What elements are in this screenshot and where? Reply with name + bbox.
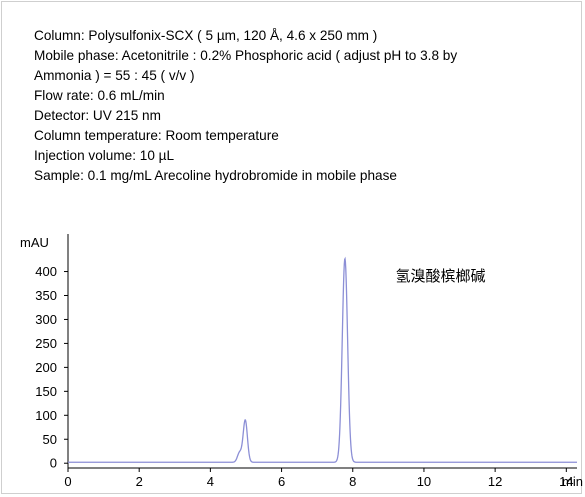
x-tick-label: 6 [278, 474, 285, 489]
y-tick-label: 350 [35, 288, 57, 303]
x-tick-label: 12 [488, 474, 502, 489]
x-tick-label: 2 [136, 474, 143, 489]
chromatogram-trace [68, 256, 577, 463]
y-tick-label: 400 [35, 264, 57, 279]
x-tick-label: 4 [207, 474, 214, 489]
mobile-phase-condition: Mobile phase: Acetonitrile : 0.2% Phosph… [34, 48, 458, 63]
x-tick-label: 14 [559, 474, 573, 489]
y-tick-label: 100 [35, 408, 57, 423]
x-tick-label: 10 [417, 474, 431, 489]
mobile-phase-condition-continued: Ammonia ) = 55 : 45 ( v/v ) [34, 68, 195, 83]
y-axis-ticks: 0 50 100 150 200 250 300 350 400 [35, 264, 68, 471]
y-tick-label: 200 [35, 360, 57, 375]
peak-annotation: 氢溴酸槟榔碱 [395, 268, 485, 285]
x-axis-label: min [562, 474, 583, 489]
column-condition: Column: Polysulfonix-SCX ( 5 µm, 120 Å, … [34, 28, 378, 43]
sample-condition: Sample: 0.1 mg/mL Arecoline hydrobromide… [34, 168, 397, 183]
y-axis-label: mAU [20, 235, 49, 250]
y-tick-label: 150 [35, 384, 57, 399]
y-tick-label: 50 [43, 432, 57, 447]
column-temperature-condition: Column temperature: Room temperature [34, 128, 279, 143]
y-tick-label: 300 [35, 312, 57, 327]
flow-rate-condition: Flow rate: 0.6 mL/min [34, 88, 165, 103]
injection-volume-condition: Injection volume: 10 µL [34, 148, 175, 163]
chart-axes [67, 234, 577, 469]
y-tick-label: 250 [35, 336, 57, 351]
x-axis-ticks: 0 2 4 6 8 10 12 14 [64, 468, 574, 489]
detector-condition: Detector: UV 215 nm [34, 108, 161, 123]
x-tick-label: 0 [64, 474, 71, 489]
x-tick-label: 8 [349, 474, 356, 489]
y-tick-label: 0 [50, 456, 57, 471]
method-conditions: Column: Polysulfonix-SCX ( 5 µm, 120 Å, … [34, 26, 564, 186]
